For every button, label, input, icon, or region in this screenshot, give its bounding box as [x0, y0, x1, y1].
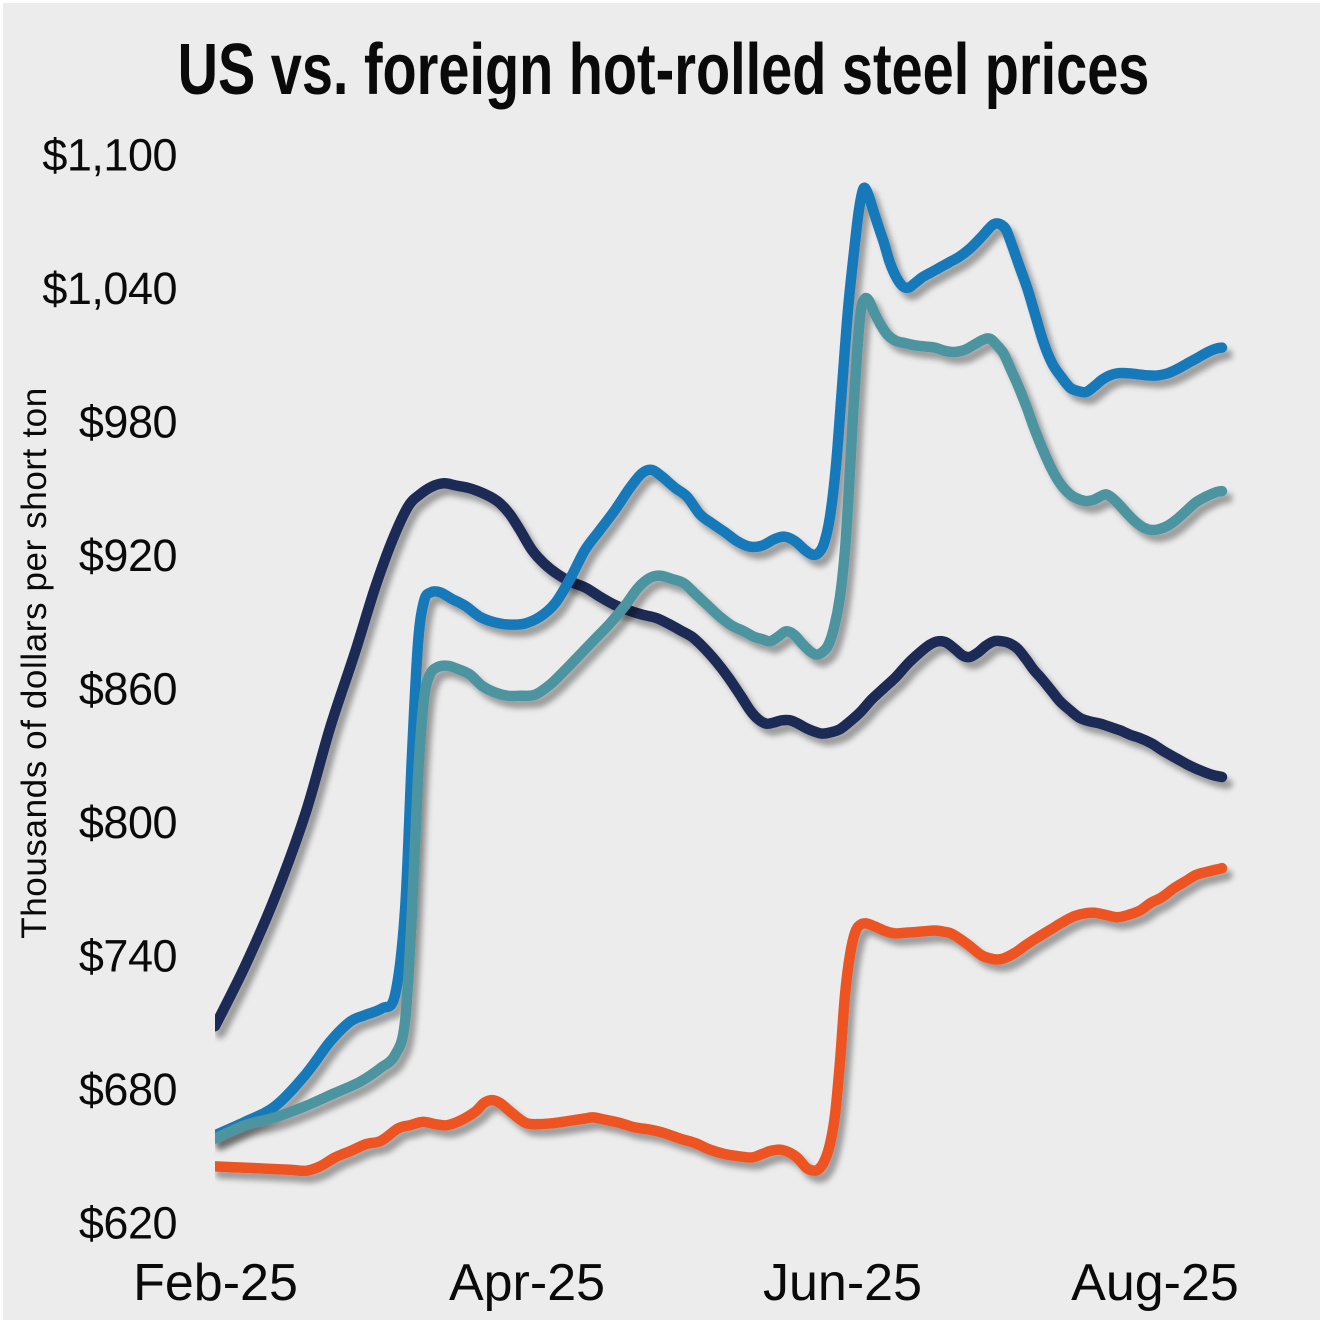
svg-text:$920: $920 [79, 530, 177, 581]
svg-text:Jun-25: Jun-25 [763, 1254, 922, 1312]
svg-text:$980: $980 [79, 396, 177, 447]
svg-text:Feb-25: Feb-25 [133, 1254, 298, 1312]
svg-text:$680: $680 [79, 1064, 177, 1115]
svg-text:$740: $740 [79, 930, 177, 981]
svg-text:$860: $860 [79, 663, 177, 714]
svg-text:Aug-25: Aug-25 [1071, 1254, 1239, 1312]
svg-text:US vs. foreign hot-rolled stee: US vs. foreign hot-rolled steel prices [178, 29, 1150, 109]
svg-text:$1,040: $1,040 [42, 263, 177, 314]
svg-text:$1,100: $1,100 [42, 129, 177, 180]
svg-text:$800: $800 [79, 797, 177, 848]
svg-text:$620: $620 [79, 1197, 177, 1248]
svg-text:Apr-25: Apr-25 [449, 1254, 605, 1312]
svg-text:Thousands of dollars per short: Thousands of dollars per short ton [15, 387, 54, 939]
